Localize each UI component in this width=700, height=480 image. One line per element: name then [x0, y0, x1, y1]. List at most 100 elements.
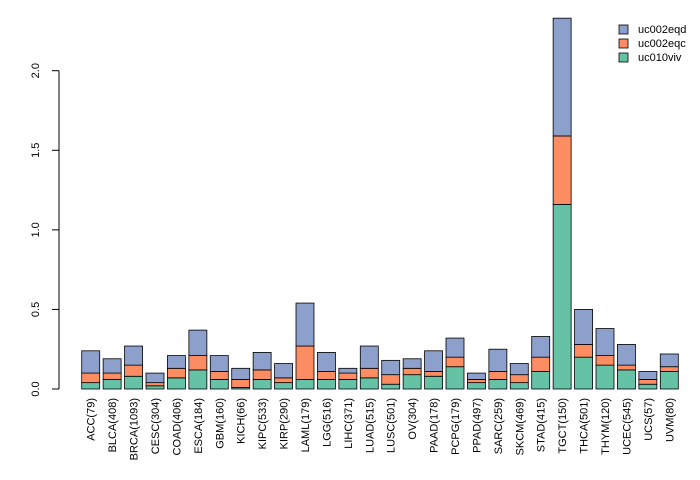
bar-uc002eqd-11 [317, 351, 336, 372]
bar-uc002eqd-20 [509, 363, 529, 376]
x-tick-label: THYM(120) [600, 398, 612, 455]
x-tick-label: LIHC(371) [343, 398, 355, 449]
y-axis: 0.0 0.5 1.0 1.5 2.0 [30, 63, 60, 397]
x-tick-label: BRCA(1093) [129, 398, 141, 460]
bar-uc010viv-17 [445, 366, 465, 390]
bar-uc002eqc-15 [402, 367, 422, 376]
x-tick-label: KIPC(533) [257, 398, 269, 449]
bar-uc002eqc-27 [659, 366, 679, 372]
bar-uc002eqc-14 [381, 374, 401, 385]
bar-uc010viv-11 [317, 379, 336, 390]
x-tick-label: THCA(501) [579, 398, 591, 454]
bar-uc002eqd-19 [488, 348, 508, 372]
bars [81, 17, 679, 390]
x-tick-label: LAML(179) [300, 398, 312, 452]
x-tick-label: LUAD(515) [364, 398, 376, 453]
legend-label-uc002eqd: uc002eqd [638, 24, 686, 36]
bar-uc002eqd-9 [274, 363, 293, 379]
y-tick-label: 1.0 [30, 222, 42, 237]
bar-uc010viv-1 [102, 379, 122, 390]
bar-uc010viv-0 [81, 382, 101, 390]
bar-uc002eqc-1 [102, 372, 122, 380]
bar-uc010viv-8 [252, 379, 272, 390]
x-tick-label: PPAD(497) [471, 398, 483, 453]
x-tick-label: PCPG(179) [450, 398, 462, 455]
x-tick-label: UVM(80) [664, 398, 676, 442]
bar-uc002eqc-10 [295, 345, 315, 380]
bar-uc002eqd-2 [124, 345, 143, 366]
bar-uc010viv-25 [617, 369, 636, 390]
y-tick-label: 0.5 [30, 302, 42, 317]
bar-uc010viv-4 [167, 377, 186, 390]
bar-uc002eqc-22 [552, 135, 572, 205]
bar-uc002eqd-4 [167, 355, 186, 369]
legend-label-uc010viv: uc010viv [638, 52, 682, 64]
bar-uc002eqd-1 [102, 358, 122, 374]
bar-uc002eqc-4 [167, 367, 186, 379]
x-tick-label: CESC(304) [150, 398, 162, 454]
bar-uc002eqc-12 [338, 372, 358, 380]
bar-uc002eqd-12 [338, 367, 358, 374]
bar-uc002eqd-15 [402, 358, 422, 369]
bar-uc002eqd-10 [295, 302, 315, 347]
bar-uc010viv-19 [488, 379, 508, 390]
bar-uc010viv-16 [424, 375, 443, 390]
x-tick-label: BLCA(408) [107, 398, 119, 452]
bar-uc010viv-18 [467, 382, 486, 390]
bar-uc002eqd-24 [595, 328, 615, 356]
bar-uc002eqc-19 [488, 371, 508, 380]
bar-uc010viv-23 [574, 356, 593, 390]
legend-swatch-uc010viv [618, 52, 629, 63]
bar-uc002eqc-17 [445, 356, 465, 368]
bar-uc002eqc-2 [124, 364, 143, 377]
bar-uc002eqc-0 [81, 372, 101, 384]
bar-uc002eqc-7 [231, 379, 251, 388]
y-tick-label: 0.0 [30, 381, 42, 396]
bar-uc010viv-2 [124, 375, 143, 390]
bar-uc002eqc-26 [638, 379, 658, 385]
bar-uc002eqc-16 [424, 371, 443, 377]
bar-uc010viv-9 [274, 382, 293, 390]
bar-uc010viv-26 [638, 383, 658, 390]
bar-uc002eqc-25 [617, 364, 636, 371]
bar-uc002eqd-27 [659, 353, 679, 368]
bar-uc010viv-14 [381, 383, 401, 390]
bar-uc010viv-13 [359, 377, 379, 390]
bar-uc002eqc-20 [509, 374, 529, 384]
x-tick-label: GBM(160) [214, 398, 226, 449]
x-tick-label: SKCM(469) [514, 398, 526, 455]
bar-uc002eqd-17 [445, 337, 465, 358]
bar-uc002eqd-21 [531, 336, 551, 358]
bar-uc002eqd-5 [188, 329, 208, 356]
x-tick-label: KICH(66) [236, 398, 248, 444]
x-tick-label: ESCA(184) [193, 398, 205, 454]
bar-uc002eqd-14 [381, 359, 401, 376]
bar-uc010viv-22 [552, 203, 572, 390]
y-tick-label: 1.5 [30, 143, 42, 158]
bar-uc002eqd-18 [467, 372, 486, 380]
bar-uc002eqc-18 [467, 379, 486, 384]
bar-uc010viv-15 [402, 374, 422, 390]
bar-uc002eqd-22 [552, 17, 572, 137]
bar-uc010viv-20 [509, 382, 529, 390]
bar-uc002eqc-13 [359, 367, 379, 379]
bar-uc002eqc-6 [209, 371, 229, 380]
bar-uc010viv-21 [531, 371, 551, 390]
bar-uc002eqc-11 [317, 371, 336, 380]
bar-uc010viv-5 [188, 369, 208, 390]
bar-uc002eqd-6 [209, 355, 229, 372]
bar-uc010viv-3 [145, 385, 165, 390]
bar-uc010viv-6 [209, 379, 229, 390]
bar-uc002eqc-8 [252, 369, 272, 380]
legend: uc002eqd uc002eqc uc010viv [618, 24, 686, 64]
legend-label-uc002eqc: uc002eqc [638, 38, 686, 50]
bar-uc010viv-10 [295, 379, 315, 390]
bar-uc002eqd-3 [145, 372, 165, 384]
bar-uc002eqd-8 [252, 351, 272, 371]
y-tick-label: 2.0 [30, 63, 42, 78]
x-tick-label: COAD(406) [171, 398, 183, 455]
x-tick-label: UCEC(545) [621, 398, 633, 455]
bar-uc002eqc-21 [531, 356, 551, 372]
bar-uc002eqd-26 [638, 371, 658, 380]
